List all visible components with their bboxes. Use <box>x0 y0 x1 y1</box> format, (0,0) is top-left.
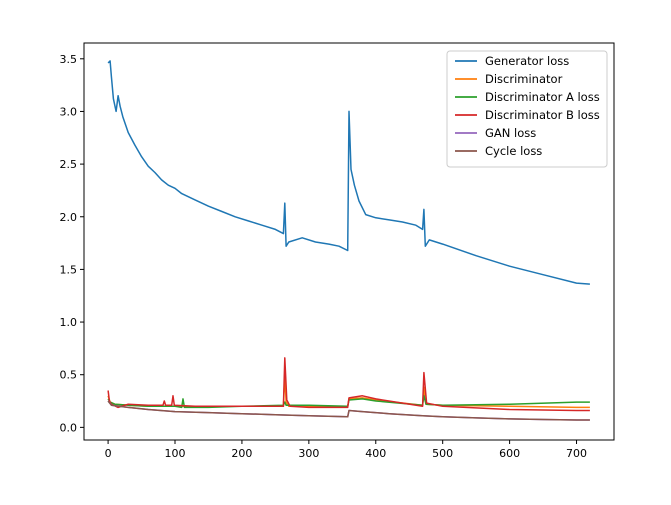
x-tick-label: 0 <box>105 447 112 460</box>
y-tick-label: 1.5 <box>60 263 78 276</box>
y-tick-label: 2.5 <box>60 158 78 171</box>
legend-label-0: Generator loss <box>485 54 569 68</box>
axis-layer: 0 100 200 300 400 500 600 700 0.0 0.5 1.0 1.5 2.0 2.5… <box>60 53 588 460</box>
x-tick-label: 200 <box>231 447 252 460</box>
series-line-0 <box>107 60 590 285</box>
legend-label-1: Discriminator <box>485 72 563 86</box>
legend-label-3: Discriminator B loss <box>485 108 600 122</box>
legend-box <box>446 50 608 168</box>
y-tick-label: 1.0 <box>60 316 78 329</box>
x-tick-label: 700 <box>566 447 587 460</box>
x-tick-label: 300 <box>298 447 319 460</box>
legend-label-5: Cycle loss <box>485 144 542 158</box>
y-tick-label: 2.0 <box>60 211 78 224</box>
legend: Generator loss Discriminator Discriminator… <box>446 50 608 168</box>
y-tick-label: 3.0 <box>60 105 78 118</box>
series-line-3 <box>107 357 590 412</box>
series-line-2 <box>107 395 590 409</box>
series-line-5 <box>107 400 590 421</box>
x-tick-label: 400 <box>365 447 386 460</box>
x-tick-label: 600 <box>499 447 520 460</box>
legend-label-4: GAN loss <box>485 126 536 140</box>
series-layer <box>107 60 590 421</box>
y-tick-label: 0.0 <box>60 421 78 434</box>
legend-label-2: Discriminator A loss <box>485 90 600 104</box>
y-tick-label: 0.5 <box>60 369 78 382</box>
x-tick-label: 500 <box>432 447 453 460</box>
y-tick-label: 3.5 <box>60 53 78 66</box>
x-tick-label: 100 <box>165 447 186 460</box>
